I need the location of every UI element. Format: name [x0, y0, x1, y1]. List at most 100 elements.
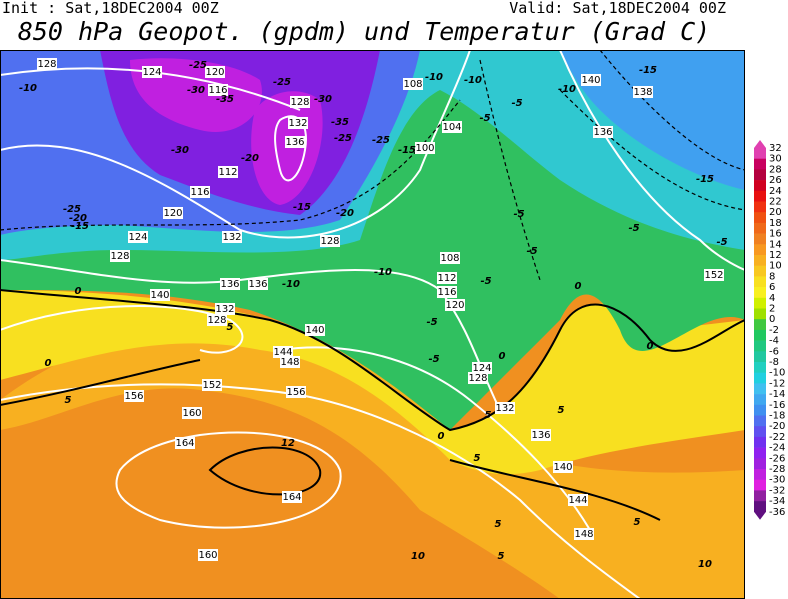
geopotential-label: 160 [198, 550, 217, 561]
colorbar-label: 4 [769, 293, 775, 304]
geopotential-label: 128 [37, 59, 56, 70]
colorbar-swatch [754, 329, 766, 341]
geopotential-label-box [633, 86, 653, 98]
colorbar-label: 12 [769, 250, 782, 261]
colorbar-label: -34 [769, 496, 785, 507]
geopotential-label-box [290, 96, 310, 108]
geopotential-label-box [273, 346, 293, 358]
temperature-label: 10 [698, 559, 712, 570]
colorbar-swatch [754, 222, 766, 234]
geopotential-label: 136 [248, 279, 267, 290]
geopotential-contour [0, 50, 471, 239]
geopotential-label: 132 [495, 403, 514, 414]
colorbar-swatch [754, 148, 766, 159]
geopotential-label: 112 [218, 167, 237, 178]
colorbar-label: 0 [769, 314, 775, 325]
temperature-label: -10 [282, 279, 300, 290]
colorbar-label: -12 [769, 378, 785, 389]
temperature-label: 12 [281, 438, 295, 449]
geopotential-label: 136 [220, 279, 239, 290]
colorbar-label: 22 [769, 197, 782, 208]
geopotential-label: 128 [468, 373, 487, 384]
geopotential-label: 164 [175, 438, 194, 449]
colorbar-label: -20 [769, 421, 785, 432]
colorbar-label: -18 [769, 411, 785, 422]
geopotential-label-box [305, 324, 325, 336]
orange-band [0, 327, 745, 599]
temperature-label: 0 [499, 351, 506, 362]
geopotential-label-box [207, 314, 227, 326]
geopotential-label: 124 [142, 67, 161, 78]
geopotential-label-box [282, 491, 302, 503]
colorbar-label: -2 [769, 325, 779, 336]
temperature-label: -15 [293, 202, 311, 213]
geopotential-label-box [124, 390, 144, 402]
geopotential-label-box [574, 528, 594, 540]
geopotential-label: 120 [163, 208, 182, 219]
colorbar-arrow [754, 140, 766, 148]
geopotential-label-box [415, 142, 435, 154]
geopotential-label-box [190, 186, 210, 198]
geopotential-label-box [403, 78, 423, 90]
colorbar-label: 8 [769, 271, 775, 282]
geopotential-label: 124 [472, 363, 491, 374]
geopotential-label-box [468, 372, 488, 384]
magenta-core [130, 58, 323, 206]
geopotential-label-box [472, 362, 492, 374]
colorbar-swatch [754, 436, 766, 448]
temperature-label: -15 [639, 65, 657, 76]
colorbar-swatch [754, 201, 766, 213]
colorbar-label: 24 [769, 186, 782, 197]
geopotential-label-box [175, 437, 195, 449]
colorbar-swatch [754, 287, 766, 299]
temperature-label: -5 [480, 276, 491, 287]
colorbar-label: -16 [769, 400, 785, 411]
geopotential-label: 132 [222, 232, 241, 243]
geopotential-label: 152 [202, 380, 221, 391]
temperature-label: -5 [511, 98, 522, 109]
colorbar-swatch [754, 169, 766, 181]
geopotential-contour [559, 50, 745, 271]
colorbar-label: 20 [769, 207, 782, 218]
temperature-label: -5 [428, 354, 439, 365]
temperature-label: 5 [227, 322, 234, 333]
isotherm-dashed [559, 50, 745, 211]
valid-time: Valid: Sat,18DEC2004 00Z [509, 0, 726, 17]
colorbar-swatch [754, 479, 766, 491]
temperature-label: -25 [273, 77, 291, 88]
temperature-label: -35 [331, 117, 349, 128]
temperature-label: 5 [495, 519, 502, 530]
colorbar-label: -28 [769, 464, 785, 475]
temperature-label: -25 [372, 135, 390, 146]
geopotential-label-box [128, 231, 148, 243]
geopotential-label: 164 [282, 492, 301, 503]
colorbar-swatch [754, 212, 766, 224]
geopotential-label: 128 [320, 236, 339, 247]
colorbar-arrow [754, 511, 766, 520]
yellow-band [0, 290, 745, 475]
geopotential-label: 128 [207, 315, 226, 326]
temperature-label: -25 [63, 204, 81, 215]
temperature-label: 0 [575, 281, 582, 292]
geopotential-label: 144 [568, 495, 587, 506]
geopotential-label: 124 [128, 232, 147, 243]
colorbar-swatch [754, 158, 766, 170]
geopotential-label: 136 [531, 430, 550, 441]
geopotential-label-box [222, 231, 242, 243]
geopotential-label-box [205, 66, 225, 78]
geopotential-label: 136 [285, 137, 304, 148]
temperature-label: 5 [65, 395, 72, 406]
geopotential-label-box [704, 269, 724, 281]
geopotential-label-box [531, 429, 551, 441]
geopotential-label-box [437, 286, 457, 298]
geopotential-label-box [593, 126, 613, 138]
colorbar: 32302826242220181614121086420-2-4-6-8-10… [754, 140, 785, 520]
geopotential-label: 132 [215, 304, 234, 315]
map-title: 850 hPa Geopot. (gpdm) und Temperatur (G… [18, 17, 710, 46]
geopotential-label-box [286, 386, 306, 398]
geopotential-label-box [553, 461, 573, 473]
geopotential-label: 136 [593, 127, 612, 138]
geopotential-label-box [37, 58, 57, 70]
colorbar-swatch [754, 244, 766, 256]
